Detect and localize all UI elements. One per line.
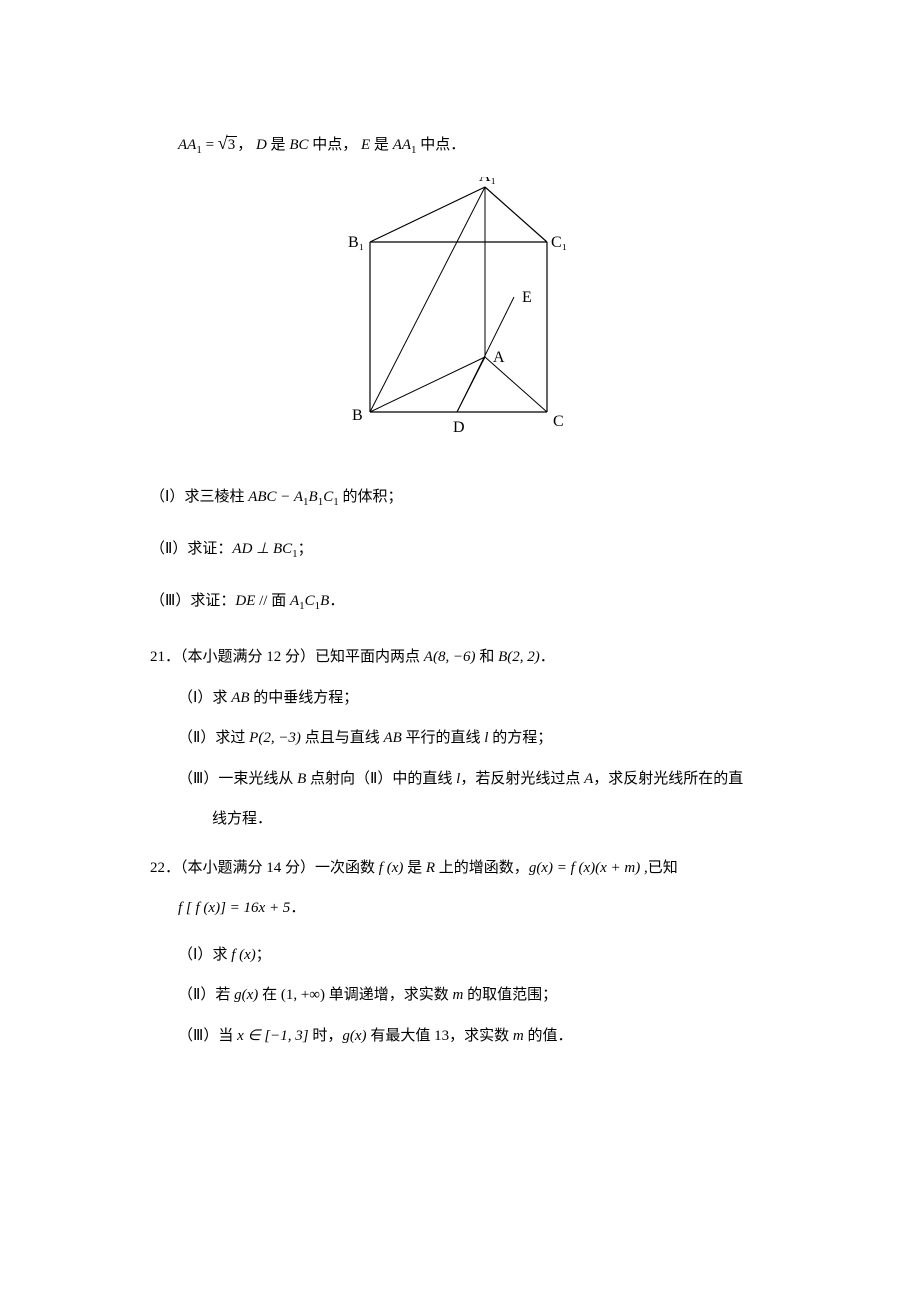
- svg-text:A: A: [493, 349, 505, 366]
- svg-text:D: D: [453, 419, 465, 436]
- d-text-a: 是: [267, 137, 290, 153]
- q21-p1: （Ⅰ）求 AB 的中垂线方程；: [150, 678, 770, 719]
- q20-p3: （Ⅲ）求证：DE // 面 A1C1B．: [150, 581, 770, 623]
- prism-given: AA1 = √3， D 是 BC 中点， E 是 AA1 中点．: [150, 120, 770, 167]
- svg-text:A₁: A₁: [479, 177, 496, 185]
- aa1-lhs: AA: [178, 137, 196, 153]
- q22-head: 22．（本小题满分 14 分）一次函数 f (x) 是 R 上的增函数，g(x)…: [150, 848, 770, 889]
- q20-p1: （Ⅰ）求三棱柱 ABC − A1B1C1 的体积；: [150, 477, 770, 519]
- prism-svg: A₁ B₁ C₁ E A B C D: [310, 177, 610, 447]
- eq-op: =: [202, 137, 218, 153]
- q21-p2: （Ⅱ）求过 P(2, −3) 点且与直线 AB 平行的直线 l 的方程；: [150, 718, 770, 759]
- sqrt-3: √3: [218, 126, 237, 160]
- svg-text:C: C: [553, 413, 564, 430]
- e-aa: AA: [393, 137, 411, 153]
- eq-tail: ，: [237, 137, 252, 153]
- q22-line2: f [ f (x)] = 16x + 5．: [150, 888, 770, 929]
- q22-p3: （Ⅲ）当 x ∈ [−1, 3] 时，g(x) 有最大值 13，求实数 m 的值…: [150, 1016, 770, 1057]
- footnote-mark: [305, 904, 309, 914]
- svg-text:C₁: C₁: [551, 234, 567, 251]
- prism-diagram: A₁ B₁ C₁ E A B C D: [150, 177, 770, 458]
- svg-text:E: E: [522, 289, 532, 306]
- q22-p2: （Ⅱ）若 g(x) 在 (1, +∞) 单调递增，求实数 m 的取值范围；: [150, 975, 770, 1016]
- svg-text:B: B: [352, 407, 363, 424]
- q22-num: 22．: [150, 860, 180, 876]
- e-text-a: 是: [370, 137, 393, 153]
- rn-2: （Ⅱ）: [150, 541, 187, 557]
- q21-p3: （Ⅲ）一束光线从 B 点射向（Ⅱ）中的直线 l，若反射光线过点 A，求反射光线所…: [150, 759, 770, 800]
- page: AA1 = √3， D 是 BC 中点， E 是 AA1 中点． A₁ B₁ C₁ E…: [0, 0, 920, 1256]
- q22-p1: （Ⅰ）求 f (x)；: [150, 935, 770, 976]
- q21-p3b: 线方程．: [150, 799, 770, 840]
- q21-head: 21．（本小题满分 12 分）已知平面内两点 A(8, −6) 和 B(2, 2…: [150, 637, 770, 678]
- e-text-b: 中点．: [417, 137, 466, 153]
- q21-num: 21．: [150, 649, 180, 665]
- m: ABC − A: [248, 489, 303, 505]
- d-bc: BC: [289, 137, 308, 153]
- q20-p2: （Ⅱ）求证：AD ⊥ BC1；: [150, 529, 770, 571]
- t: 求三棱柱: [184, 489, 248, 505]
- d-var: D: [256, 137, 267, 153]
- d-text-b: 中点，: [308, 137, 357, 153]
- rn-3: （Ⅲ）: [150, 593, 190, 609]
- svg-text:B₁: B₁: [348, 234, 364, 251]
- rn-1: （Ⅰ）: [150, 489, 184, 505]
- e-var: E: [361, 137, 370, 153]
